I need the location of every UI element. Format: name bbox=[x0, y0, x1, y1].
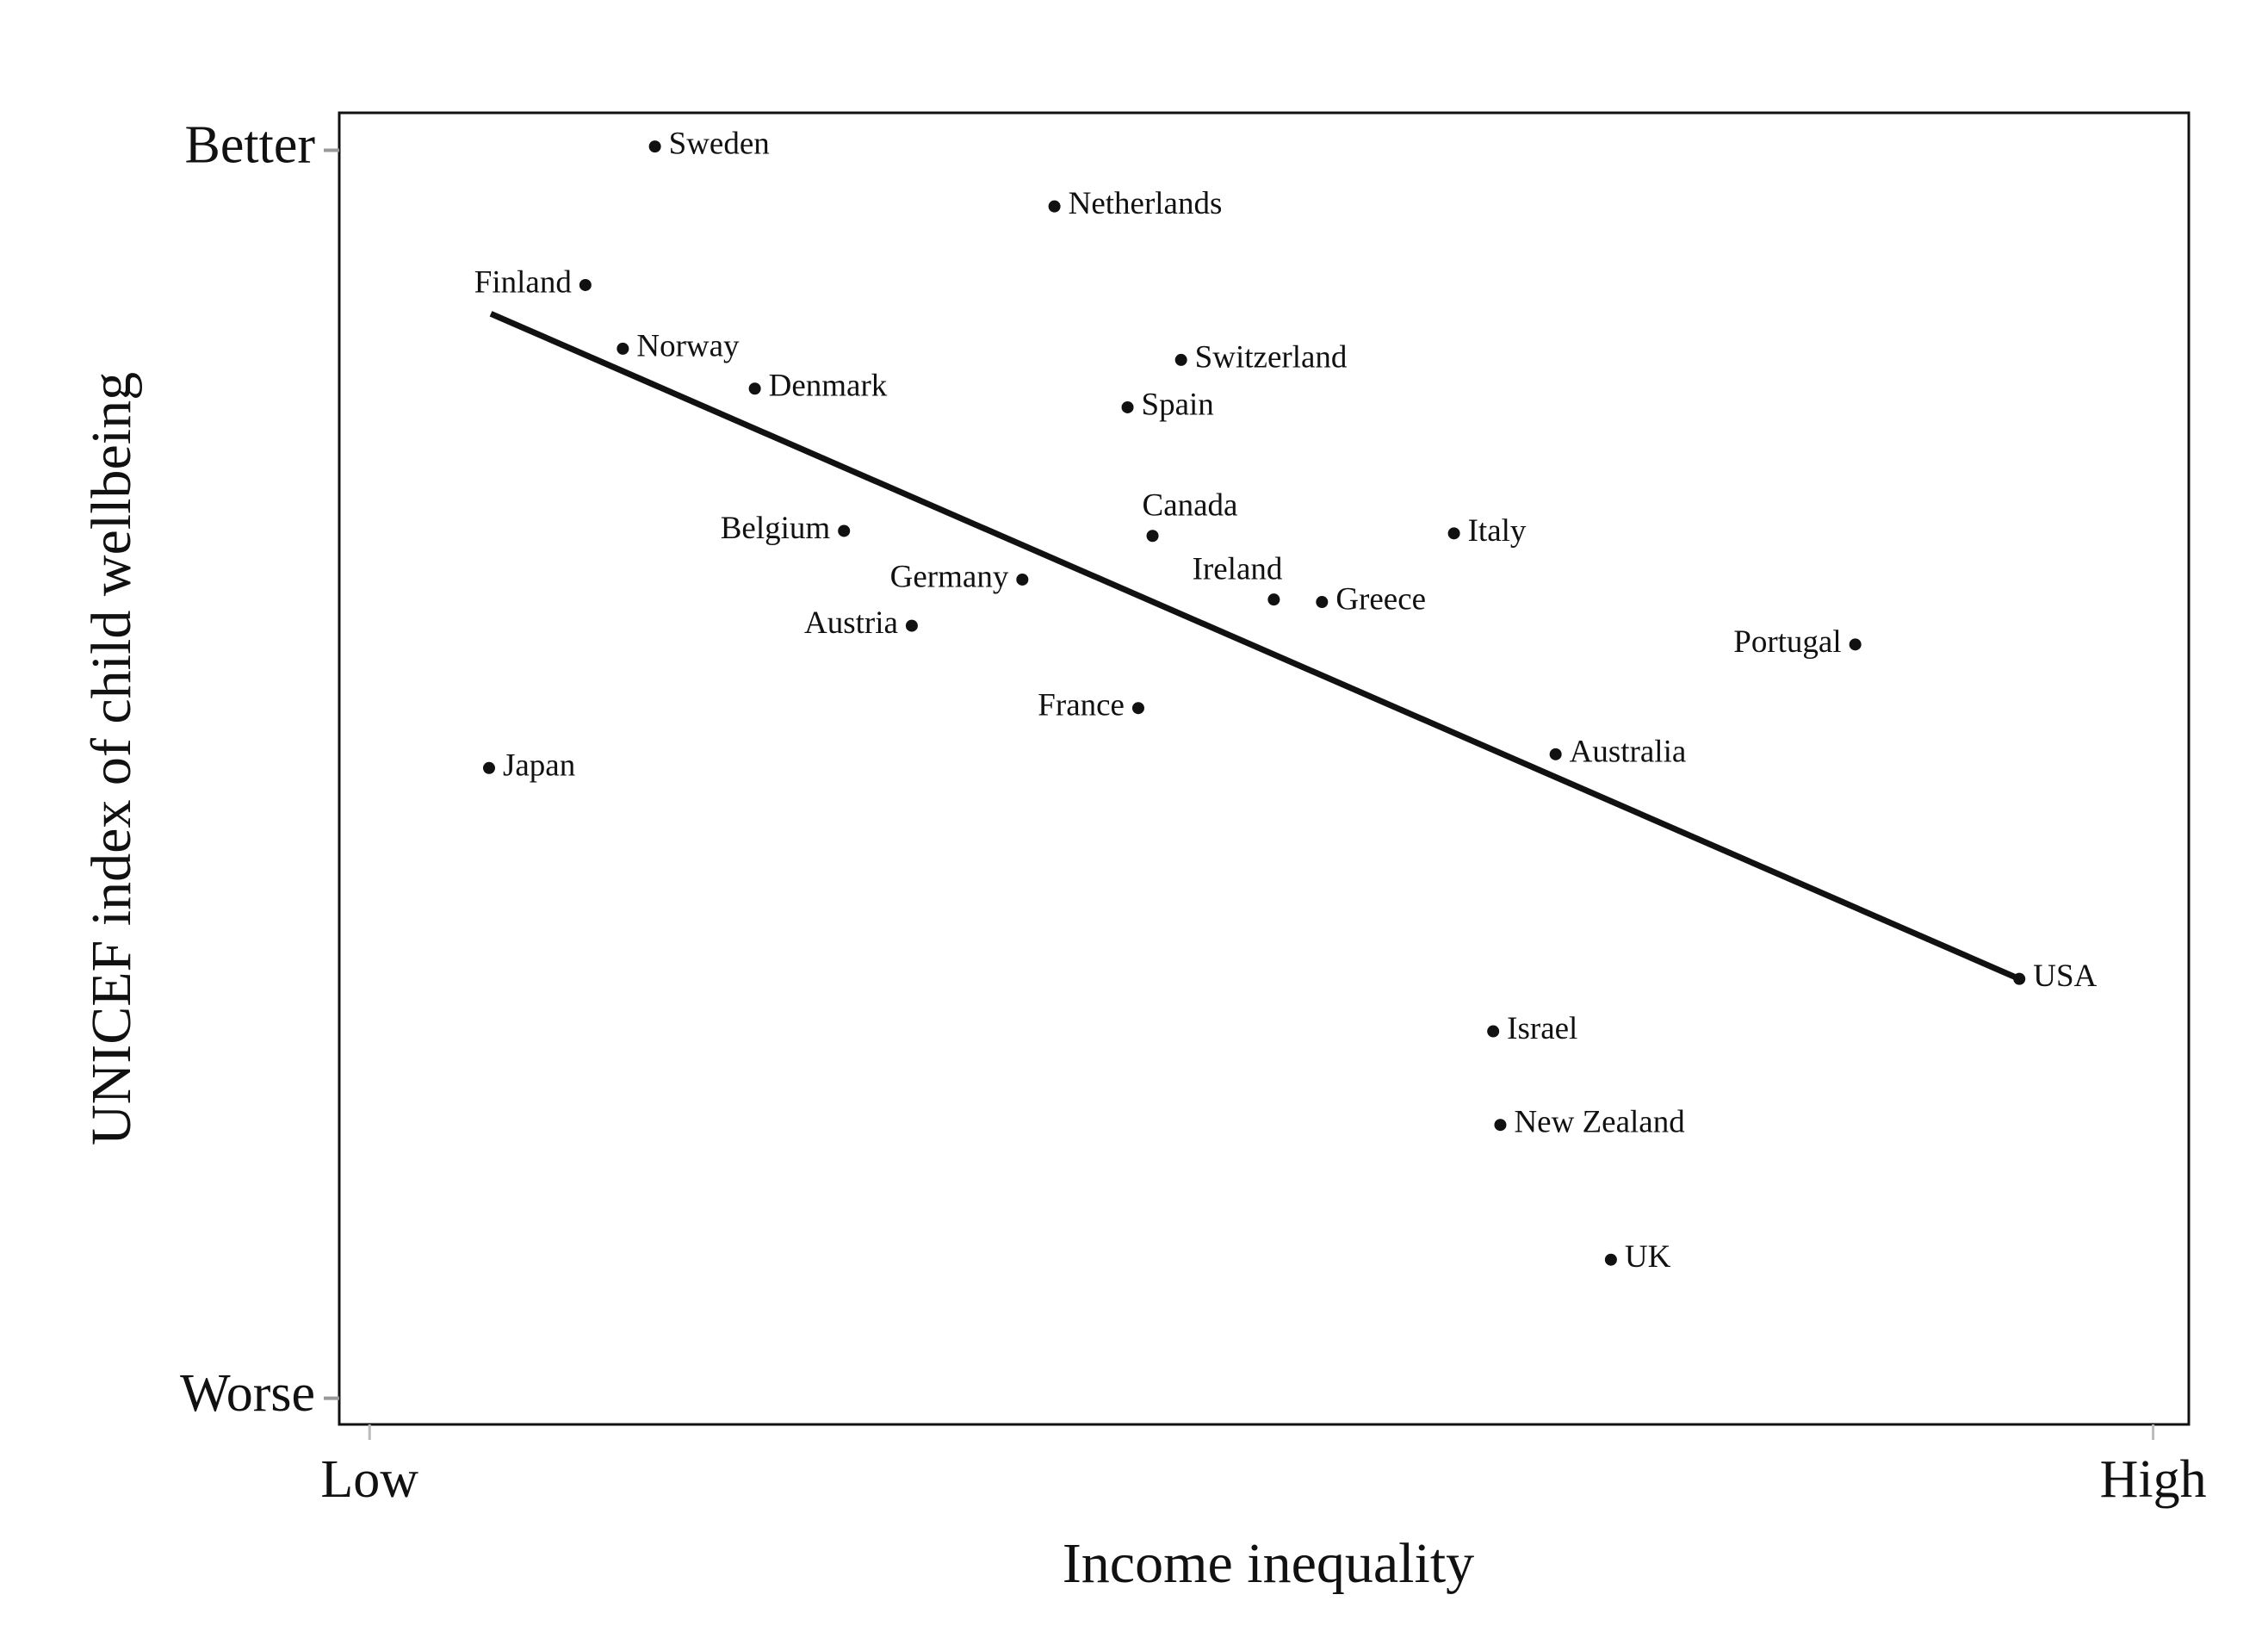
point-label: Norway bbox=[636, 328, 740, 363]
point-label: Finland bbox=[474, 264, 573, 300]
point bbox=[1121, 400, 1134, 413]
x-tick-label: High bbox=[2100, 1450, 2207, 1509]
x-axis-title: Income inequality bbox=[1063, 1532, 1474, 1595]
point bbox=[1849, 638, 1862, 651]
point-label: Italy bbox=[1468, 513, 1527, 549]
point bbox=[1494, 1119, 1507, 1132]
point-label: Canada bbox=[1143, 488, 1238, 524]
point-label: Portugal bbox=[1733, 624, 1841, 660]
point-label: Australia bbox=[1570, 734, 1687, 769]
point bbox=[1267, 593, 1280, 606]
point-label: Belgium bbox=[721, 511, 831, 546]
point bbox=[1549, 748, 1562, 760]
point bbox=[482, 761, 495, 774]
point bbox=[648, 140, 661, 153]
point bbox=[617, 342, 629, 355]
point-label: USA bbox=[2033, 959, 2097, 994]
point-label: Sweden bbox=[669, 127, 770, 162]
point bbox=[748, 382, 761, 395]
point bbox=[1016, 573, 1029, 586]
point-label: Greece bbox=[1335, 582, 1426, 617]
point-label: Germany bbox=[890, 559, 1009, 594]
point-label: Switzerland bbox=[1195, 339, 1348, 375]
point-label: Israel bbox=[1507, 1011, 1577, 1046]
y-tick-label: Better bbox=[185, 116, 316, 175]
plot-frame bbox=[338, 111, 2191, 1426]
point bbox=[1131, 702, 1144, 715]
point-label: Spain bbox=[1142, 387, 1214, 422]
point bbox=[905, 619, 918, 632]
x-tick-label: Low bbox=[320, 1450, 418, 1509]
point bbox=[579, 278, 592, 291]
point-label: Ireland bbox=[1193, 552, 1283, 587]
point-label: France bbox=[1038, 688, 1125, 723]
point-label: Austria bbox=[804, 605, 898, 641]
point-label: New Zealand bbox=[1514, 1105, 1685, 1140]
point bbox=[1048, 200, 1061, 213]
point bbox=[1447, 527, 1460, 540]
point bbox=[1174, 353, 1187, 366]
point bbox=[838, 524, 851, 537]
point-label: Netherlands bbox=[1069, 186, 1223, 221]
trend-line bbox=[489, 311, 2021, 982]
point bbox=[1487, 1025, 1500, 1038]
point bbox=[1316, 596, 1329, 609]
point bbox=[1604, 1253, 1617, 1266]
point-label: Denmark bbox=[769, 369, 888, 404]
point bbox=[1146, 530, 1159, 543]
y-axis-title: UNICEF index of child wellbeing bbox=[80, 372, 143, 1145]
point-label: Japan bbox=[503, 748, 575, 783]
point-label: UK bbox=[1625, 1239, 1671, 1275]
y-tick-label: Worse bbox=[180, 1364, 315, 1423]
point bbox=[2013, 972, 2026, 985]
